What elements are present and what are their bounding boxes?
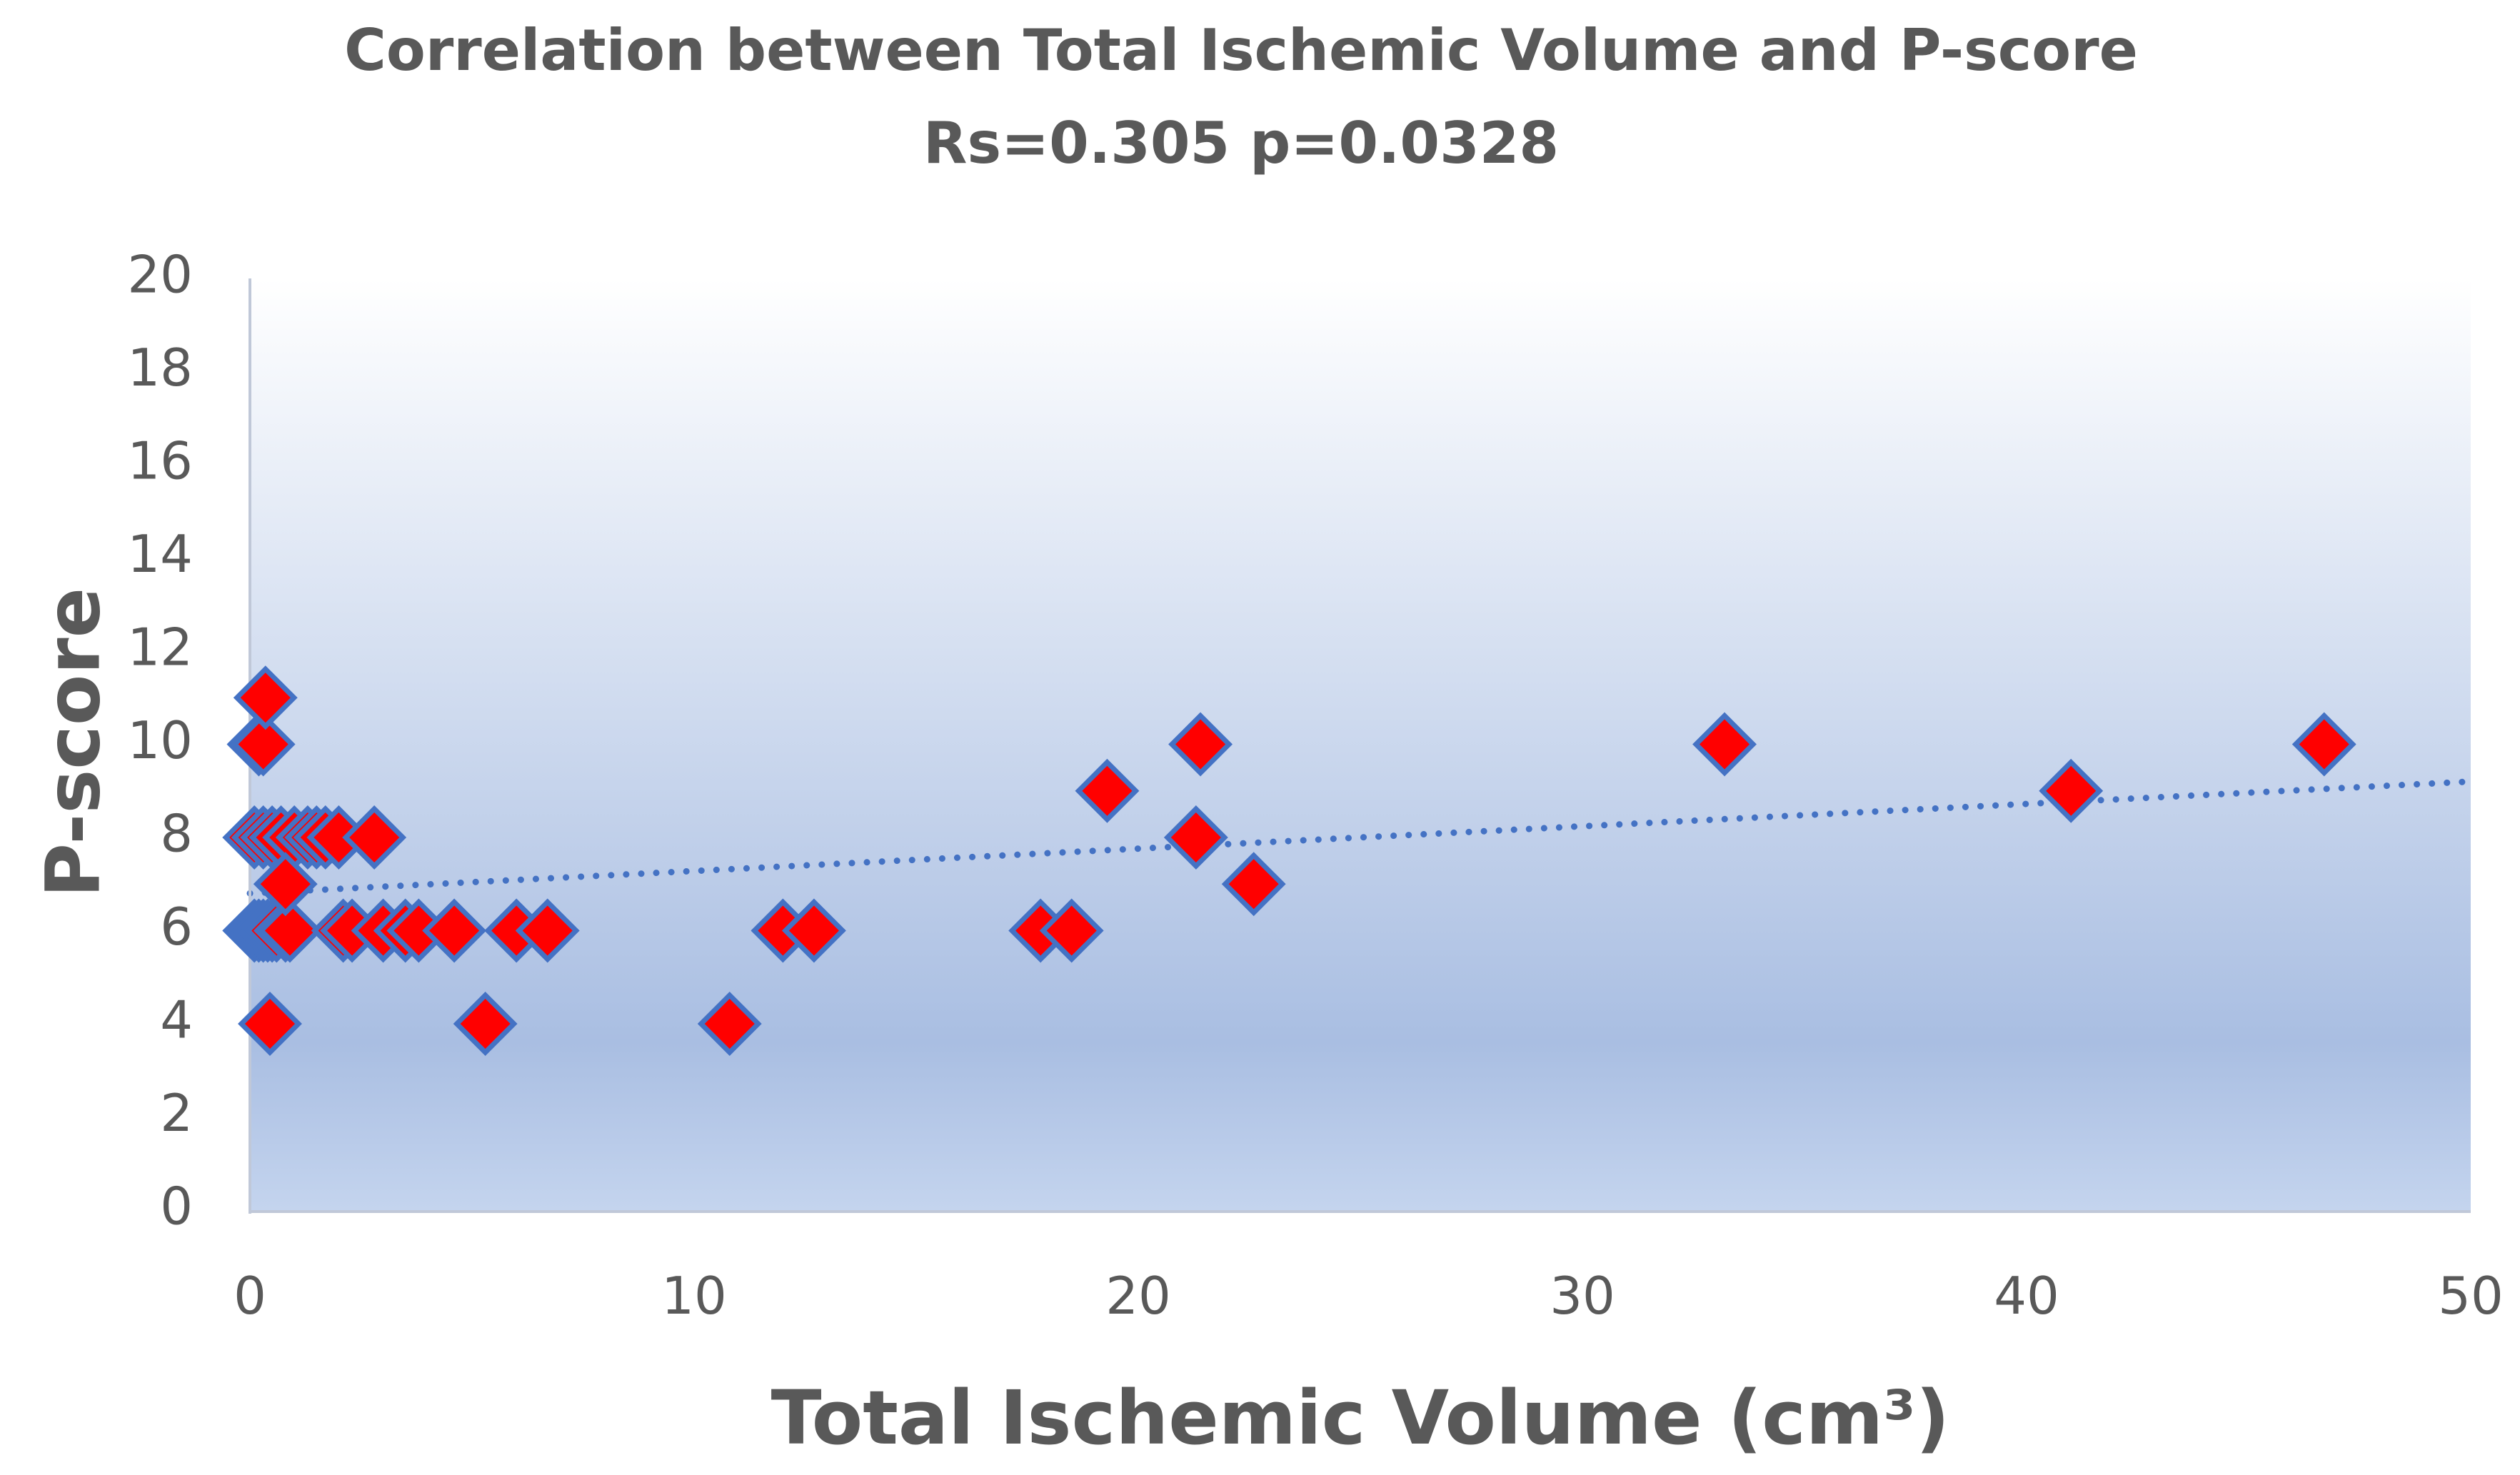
x-tick-label: 50 — [2438, 1266, 2504, 1326]
data-point — [422, 898, 487, 963]
data-point — [697, 992, 762, 1056]
data-point — [2039, 758, 2104, 823]
data-point — [2291, 712, 2356, 777]
y-tick-label: 12 — [127, 618, 193, 678]
x-tick-label: 0 — [234, 1266, 266, 1326]
data-point — [1075, 758, 1140, 823]
trendline-layer — [246, 778, 2474, 897]
data-points — [222, 665, 2356, 1056]
y-tick-label: 4 — [160, 990, 193, 1050]
trendline — [246, 778, 2474, 897]
data-point — [342, 805, 407, 870]
data-point — [231, 712, 296, 777]
chart-title: Correlation between Total Ischemic Volum… — [344, 17, 2138, 84]
plot-area — [250, 278, 2471, 1210]
data-point — [238, 992, 302, 1056]
y-tick-label: 16 — [127, 431, 193, 491]
y-axis-title: P-score — [29, 588, 116, 897]
y-tick-labels: 0 2 4 6 8 10 12 14 16 18 20 — [127, 245, 193, 1237]
y-tick-label: 8 — [160, 804, 193, 864]
y-tick-label: 6 — [160, 897, 193, 957]
y-tick-label: 20 — [127, 245, 193, 305]
data-point — [1168, 712, 1233, 777]
y-tick-label: 10 — [127, 710, 193, 770]
data-point — [1039, 898, 1104, 963]
x-tick-label: 30 — [1550, 1266, 1615, 1326]
data-point — [258, 898, 322, 963]
data-point — [1163, 805, 1228, 870]
y-tick-label: 14 — [127, 524, 193, 584]
data-point — [781, 898, 846, 963]
x-tick-label: 10 — [661, 1266, 727, 1326]
data-point — [233, 665, 298, 730]
x-axis-title: Total Ischemic Volume (cm³) — [771, 1374, 1950, 1461]
x-tick-label: 20 — [1105, 1266, 1171, 1326]
chart-subtitle: Rs=0.305 p=0.0328 — [923, 110, 1559, 176]
x-tick-label: 40 — [1994, 1266, 2059, 1326]
x-tick-labels: 0 10 20 30 40 50 — [234, 1266, 2504, 1326]
data-point — [515, 898, 580, 963]
data-point — [253, 852, 318, 917]
y-tick-label: 18 — [127, 338, 193, 398]
data-point — [453, 992, 518, 1056]
data-point — [1221, 852, 1286, 917]
y-tick-label: 0 — [160, 1177, 193, 1237]
data-point — [1692, 712, 1757, 777]
y-tick-label: 2 — [160, 1083, 193, 1143]
